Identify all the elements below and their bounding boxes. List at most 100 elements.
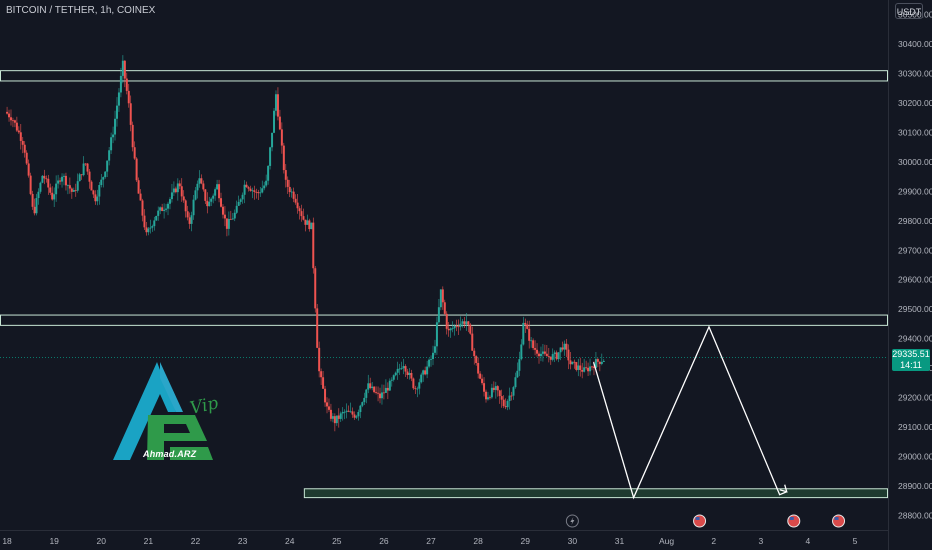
candle-body	[163, 209, 166, 211]
candle-body	[212, 195, 215, 199]
candle-body	[386, 387, 389, 391]
candle-body	[27, 163, 30, 176]
candle-body	[380, 392, 383, 399]
candle-body	[168, 199, 171, 204]
candle-body	[581, 369, 584, 372]
candle-body	[502, 399, 505, 407]
candle-body	[251, 190, 254, 192]
price-tick-label: 30100.00	[898, 128, 932, 138]
lightning-icon	[570, 517, 575, 525]
candle-body	[538, 353, 541, 357]
candle-body	[435, 322, 438, 347]
candle-body	[553, 352, 556, 355]
candle-body	[112, 134, 115, 138]
candle-body	[167, 203, 170, 209]
candle-body	[68, 185, 71, 189]
price-tick-label: 28900.00	[898, 481, 932, 491]
candle-body	[255, 191, 258, 193]
candle-body	[369, 383, 372, 389]
candle-body	[490, 387, 493, 398]
candle-body	[41, 175, 44, 183]
candle-body	[337, 415, 340, 419]
candle-body	[451, 328, 454, 330]
candle-body	[483, 383, 486, 392]
price-tick-label: 30500.00	[898, 10, 932, 20]
candle-body	[432, 352, 435, 359]
candle-body	[412, 378, 415, 389]
last-price-value: 29335.51	[892, 349, 930, 359]
candle-body	[392, 375, 395, 380]
candle-body	[516, 370, 519, 378]
candle-body	[59, 180, 62, 182]
candle-body	[180, 186, 183, 197]
candle-body	[496, 386, 499, 391]
candle-body	[284, 170, 287, 180]
candle-body	[475, 356, 478, 363]
candle-body	[15, 122, 18, 131]
candle-body	[304, 219, 307, 225]
candle-body	[70, 188, 73, 192]
candle-body	[539, 353, 542, 357]
candle-body	[157, 210, 160, 216]
candle-body	[339, 413, 342, 419]
candle-body	[422, 370, 425, 375]
price-tick-label: 29600.00	[898, 275, 932, 285]
candle-body	[324, 388, 327, 403]
candle-body	[504, 406, 507, 408]
candle-body	[100, 179, 103, 186]
time-tick-label: 19	[49, 536, 59, 546]
candle-body	[98, 185, 101, 197]
candle-body	[569, 360, 572, 365]
candle-body	[512, 387, 515, 396]
zone-resistance-mid	[0, 314, 888, 326]
candle-body	[437, 307, 440, 323]
candle-body	[453, 325, 456, 329]
candle-body	[598, 361, 601, 364]
candle-body	[390, 379, 393, 381]
candle-body	[534, 348, 537, 350]
candle-body	[45, 178, 48, 180]
time-tick-label: 26	[379, 536, 389, 546]
candle-body	[559, 347, 562, 353]
candle-body	[361, 402, 364, 406]
candle-body	[92, 190, 95, 195]
candle-body	[90, 181, 93, 191]
candle-body	[267, 165, 270, 181]
candle-body	[62, 175, 65, 177]
currency-button[interactable]: USDT	[895, 3, 923, 19]
candle-body	[141, 200, 144, 216]
candle-body	[223, 214, 226, 219]
candle-body	[591, 366, 593, 368]
projection-arrowhead	[779, 484, 788, 493]
candle-body	[333, 416, 336, 424]
candle-body	[196, 183, 199, 191]
candle-body	[445, 313, 448, 329]
price-tick-label: 29900.00	[898, 186, 932, 196]
candle-body	[106, 160, 109, 172]
candle-body	[271, 132, 274, 148]
candle-body	[345, 410, 348, 412]
candle-body	[498, 390, 501, 397]
us-flag-event-icon	[832, 514, 846, 528]
candle-body	[47, 178, 50, 188]
candle-body	[583, 367, 586, 372]
candle-body	[585, 367, 588, 369]
candle-body	[184, 200, 187, 212]
candle-body	[312, 222, 315, 269]
candle-body	[335, 415, 338, 424]
candle-body	[555, 352, 558, 360]
candle-body	[365, 389, 368, 398]
candle-body	[520, 344, 523, 360]
candle-body	[406, 371, 409, 376]
candle-body	[587, 367, 590, 372]
candle-body	[221, 206, 224, 215]
candle-body	[316, 308, 319, 348]
price-tick-label: 28800.00	[898, 510, 932, 520]
price-tick-label: 29200.00	[898, 393, 932, 403]
symbol-title[interactable]: BITCOIN / TETHER, 1h, COINEX	[6, 5, 156, 16]
candle-body	[194, 190, 197, 200]
candle-body	[115, 105, 118, 119]
candle-body	[449, 328, 452, 331]
zone-resistance-top	[0, 70, 888, 82]
